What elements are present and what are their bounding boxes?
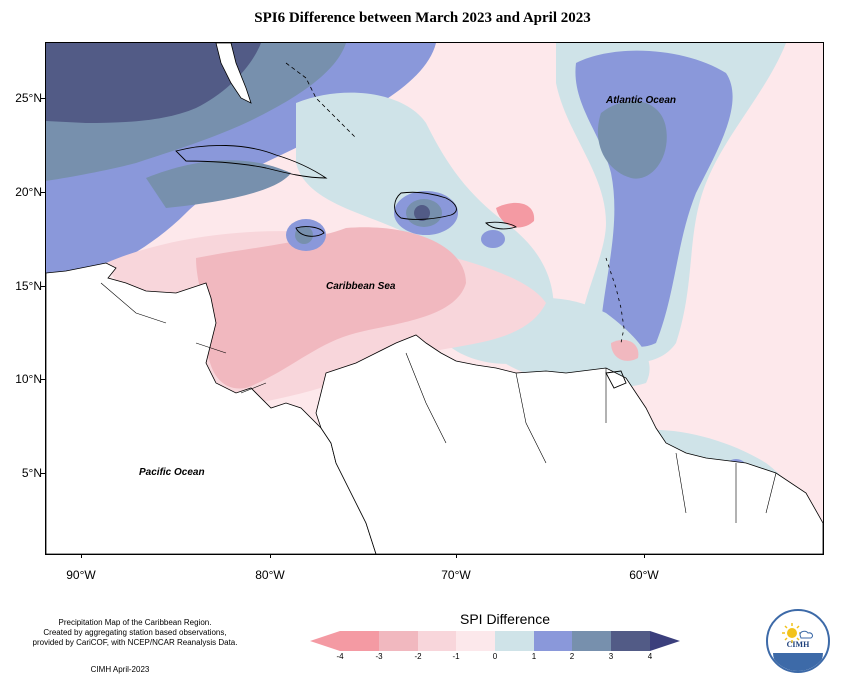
- credit-text: Precipitation Map of the Caribbean Regio…: [10, 618, 260, 648]
- florida-land: [215, 43, 252, 104]
- country-borders: [100, 282, 777, 523]
- legend-tick-4: 4: [647, 652, 653, 661]
- caribbean-label: Caribbean Sea: [326, 281, 396, 292]
- lat-label-15: 15°N: [15, 279, 42, 293]
- logo-wave: [773, 653, 823, 671]
- legend-arrow-right: [650, 631, 680, 651]
- lon-tick-70: [456, 554, 457, 558]
- lat-label-25: 25°N: [15, 91, 42, 105]
- legend-tick-m1: -1: [452, 652, 460, 661]
- legend-colorbar: [310, 631, 680, 651]
- lon-tick-60: [644, 554, 645, 558]
- legend-swatch-4: [456, 631, 495, 651]
- cuba-outline: [175, 144, 328, 179]
- sun-icon: [782, 623, 813, 643]
- legend-tick-m2: -2: [414, 652, 422, 661]
- lat-tick-20: [41, 192, 45, 193]
- legend-swatch-5: [495, 631, 534, 651]
- lat-label-20: 20°N: [15, 185, 42, 199]
- caribbean-rose: [196, 227, 466, 389]
- legend-tick-m4: -4: [336, 652, 344, 661]
- lat-label-5: 5°N: [21, 466, 42, 480]
- legend-swatch-3: [418, 631, 456, 651]
- puerto-rico-outline: [485, 221, 517, 230]
- pr-blue: [481, 230, 505, 248]
- hispaniola-dark: [414, 205, 430, 221]
- antilles-rose: [611, 339, 639, 361]
- credit-line-2: Created by aggregating station based obs…: [43, 628, 227, 637]
- lat-label-10: 10°N: [15, 372, 42, 386]
- lon-tick-80: [270, 554, 271, 558]
- cuba-slate: [146, 160, 291, 208]
- legend-arrow-left: [310, 631, 340, 651]
- credit-line-1: Precipitation Map of the Caribbean Regio…: [58, 618, 212, 627]
- legend-swatch-1: [340, 631, 379, 651]
- atlantic-slate: [597, 101, 667, 179]
- legend-swatch-6: [534, 631, 572, 651]
- lat-tick-25: [41, 98, 45, 99]
- map-title: SPI6 Difference between March 2023 and A…: [254, 10, 591, 26]
- lat-tick-5: [41, 473, 45, 474]
- lat-tick-15: [41, 286, 45, 287]
- pr-rose: [496, 202, 535, 228]
- lon-label-70: 70°W: [441, 568, 471, 582]
- cimh-logo: CIMH: [766, 609, 830, 673]
- legend-tick-m3: -3: [375, 652, 383, 661]
- lon-label-80: 80°W: [255, 568, 285, 582]
- hispaniola-outline: [394, 191, 457, 220]
- legend-tick-2: 2: [569, 652, 575, 661]
- credit-footer: CIMH April-2023: [90, 665, 150, 674]
- legend-title: SPI Difference: [459, 611, 550, 627]
- jamaica-outline: [295, 226, 325, 237]
- pacific-label: Pacific Ocean: [139, 467, 205, 478]
- trinidad-outline: [605, 370, 627, 389]
- logo-text: CIMH: [786, 640, 810, 649]
- map-canvas: [46, 43, 823, 554]
- legend-swatch-2: [379, 631, 418, 651]
- lon-label-90: 90°W: [66, 568, 96, 582]
- lon-label-60: 60°W: [629, 568, 659, 582]
- lon-tick-90: [81, 554, 82, 558]
- spi-difference-map: Atlantic Ocean Caribbean Sea Pacific Oce…: [45, 42, 824, 555]
- legend-swatch-8: [611, 631, 650, 651]
- legend-tick-1: 1: [531, 652, 537, 661]
- atlantic-label: Atlantic Ocean: [606, 95, 677, 106]
- lat-tick-10: [41, 379, 45, 380]
- legend-tick-0: 0: [492, 652, 498, 661]
- south-america-land: [315, 334, 823, 554]
- legend-tick-3: 3: [608, 652, 614, 661]
- credit-line-3: provided by CariCOF, with NCEP/NCAR Rean…: [32, 638, 238, 647]
- legend-swatch-7: [572, 631, 611, 651]
- bahamas-outline: [285, 62, 357, 139]
- nw-dark-zone: [46, 43, 261, 123]
